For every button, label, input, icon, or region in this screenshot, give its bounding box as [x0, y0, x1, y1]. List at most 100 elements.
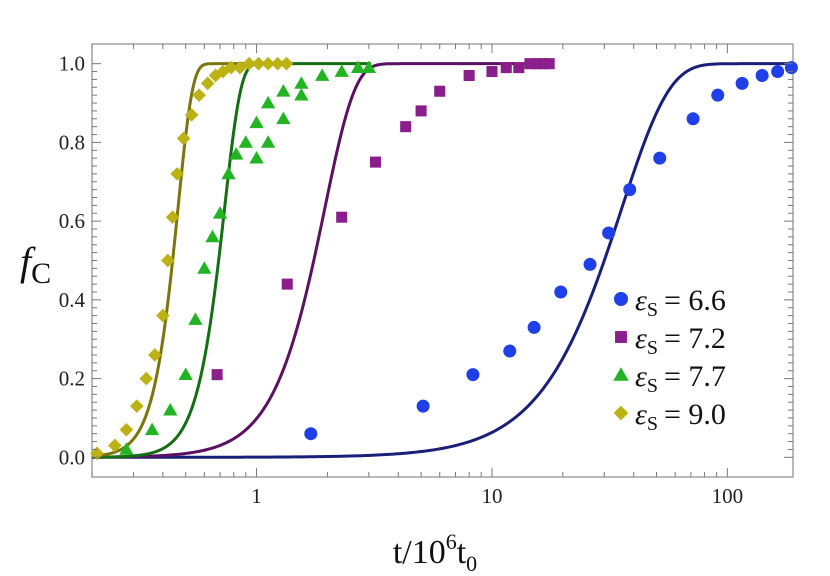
legend-value: = 6.6 [664, 284, 726, 317]
data-point-series-3 [119, 442, 134, 455]
data-point-series-2 [513, 62, 525, 74]
y-tick-label: 0.6 [59, 209, 85, 233]
legend-value: = 7.7 [664, 360, 726, 393]
data-point-series-3 [229, 147, 244, 160]
data-point-series-1 [711, 88, 725, 102]
data-point-series-4 [165, 210, 180, 225]
data-point-series-4 [261, 56, 275, 71]
fit-curve-1 [92, 62, 793, 459]
y-tick-label: 0.2 [59, 367, 85, 391]
fit-curve-2 [91, 62, 552, 459]
data-point-series-1 [583, 257, 597, 271]
data-point-series-1 [755, 68, 769, 82]
legend-marker-4 [613, 405, 629, 421]
y-tick-label: 1.0 [59, 52, 85, 76]
data-point-series-2 [500, 62, 512, 74]
data-point-series-4 [148, 348, 162, 362]
data-point-series-3 [276, 84, 291, 97]
data-point-series-3 [350, 60, 366, 73]
legend-marker-3 [613, 367, 629, 381]
legend-label-3: εS = 7.7 [635, 360, 726, 397]
x-tick-label: 1 [251, 484, 262, 508]
data-markers-layer [90, 56, 798, 461]
data-point-series-1 [503, 344, 517, 358]
legend-epsilon: ε [635, 360, 647, 393]
data-point-series-4 [156, 308, 170, 323]
x-axis-title-sub: 0 [466, 551, 477, 576]
data-point-series-1 [527, 320, 541, 334]
x-tick-label: 10 [481, 484, 502, 508]
legend-marker-1 [614, 292, 628, 306]
data-point-series-1 [554, 285, 568, 299]
data-point-series-2 [415, 105, 427, 117]
x-axis-title-exp: 6 [446, 529, 457, 554]
y-axis-title: fC [20, 239, 51, 290]
data-point-series-2 [434, 85, 446, 97]
data-point-series-1 [735, 76, 749, 90]
data-point-series-1 [653, 151, 667, 165]
legend-subscript: S [647, 375, 658, 397]
data-point-series-2 [336, 211, 348, 223]
data-point-series-1 [304, 427, 318, 441]
data-point-series-1 [771, 65, 785, 79]
x-axis-title-unit: t [457, 534, 467, 571]
legend-epsilon: ε [635, 322, 647, 355]
legend-value: = 7.2 [664, 322, 726, 355]
data-point-series-4 [233, 60, 247, 75]
x-axis-title-base: t/10 [393, 534, 446, 571]
data-point-series-4 [184, 108, 199, 122]
data-point-series-4 [279, 56, 294, 71]
data-point-series-3 [361, 60, 377, 73]
data-point-series-1 [602, 226, 616, 240]
data-point-series-4 [192, 88, 206, 102]
data-point-series-4 [242, 56, 256, 71]
data-point-series-2 [543, 58, 555, 70]
y-tick-label: 0.4 [59, 288, 86, 312]
fit-curve-3 [91, 62, 371, 459]
legend-marker-2 [615, 331, 627, 343]
data-point-series-3 [221, 166, 236, 180]
data-point-series-3 [188, 312, 203, 325]
data-point-series-3 [144, 422, 160, 436]
data-point-series-2 [486, 66, 498, 78]
data-point-series-1 [466, 368, 480, 382]
legend-subscript: S [647, 299, 658, 321]
data-point-series-2 [537, 58, 549, 70]
data-point-series-1 [784, 61, 798, 75]
legend-label-2: εS = 7.2 [635, 322, 726, 359]
legend-epsilon: ε [635, 284, 647, 317]
legend-label-1: εS = 6.6 [635, 284, 726, 321]
data-point-series-1 [686, 112, 700, 126]
data-point-series-2 [400, 121, 412, 133]
data-point-series-3 [276, 111, 291, 125]
data-point-series-2 [369, 156, 381, 168]
legend-value: = 9.0 [664, 398, 726, 431]
data-point-series-3 [249, 115, 264, 129]
data-point-series-4 [224, 60, 238, 75]
legend-label-4: εS = 9.0 [635, 398, 726, 435]
data-point-series-4 [129, 399, 144, 413]
data-point-series-4 [251, 56, 266, 71]
legend-subscript: S [647, 337, 658, 359]
legend-subscript: S [647, 413, 658, 435]
data-point-series-3 [315, 68, 330, 81]
data-point-series-4 [161, 253, 175, 268]
data-point-series-3 [294, 88, 309, 101]
legend: εS = 6.6εS = 7.2εS = 7.7εS = 9.0 [613, 284, 726, 435]
ticks-layer: 1 10 100 0.0 0.2 0.4 0.6 0.8 1.0 [59, 44, 793, 508]
data-point-series-3 [294, 76, 309, 89]
legend-epsilon: ε [635, 398, 647, 431]
data-point-series-3 [260, 95, 276, 109]
data-point-series-3 [205, 229, 220, 243]
data-point-series-2 [463, 69, 475, 82]
x-axis-title: t/106t0 [393, 529, 477, 576]
data-point-series-4 [90, 446, 104, 461]
data-point-series-4 [270, 56, 285, 71]
data-point-series-4 [176, 131, 191, 146]
y-axis-title-sub: C [31, 257, 51, 290]
data-point-series-3 [249, 151, 264, 164]
data-point-series-2 [211, 369, 223, 381]
data-point-series-2 [531, 58, 543, 70]
data-point-series-4 [200, 76, 215, 91]
